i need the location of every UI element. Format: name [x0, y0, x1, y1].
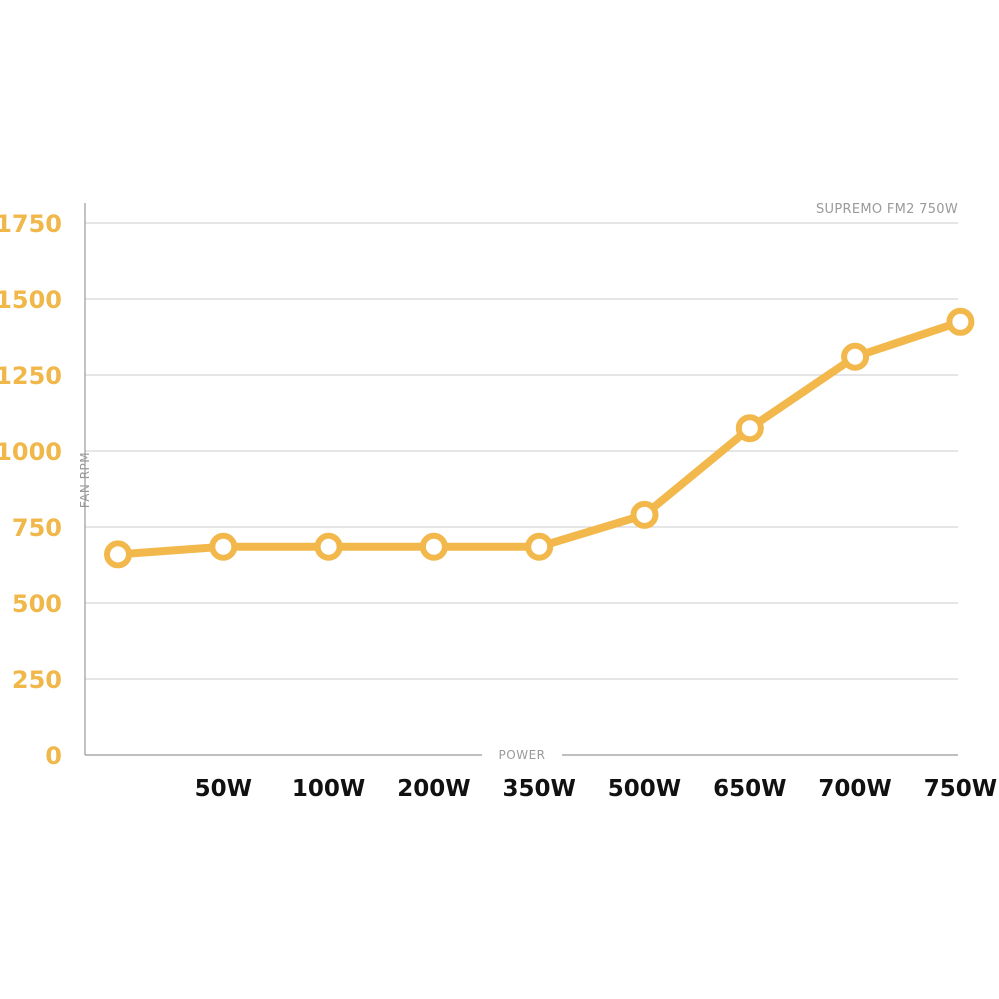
y-tick-label: 1250 — [0, 362, 62, 390]
x-tick-label: 500W — [608, 776, 681, 802]
axes — [84, 203, 958, 756]
x-tick-labels: 50W 100W 200W 350W 500W 650W 700W 750W — [195, 776, 997, 802]
series-group — [104, 307, 975, 569]
data-point — [104, 540, 132, 569]
y-tick-label: 1750 — [0, 210, 62, 238]
y-tick-labels: 0 250 500 750 1000 1250 1500 1750 — [0, 210, 62, 770]
data-point — [841, 342, 870, 371]
y-tick-label: 750 — [12, 514, 62, 542]
x-tick-label: 350W — [503, 776, 576, 802]
y-tick-label: 1000 — [0, 438, 62, 466]
y-axis-label: FAN RPM — [78, 452, 92, 508]
data-point — [735, 414, 764, 443]
x-tick-label: 750W — [924, 776, 997, 802]
x-tick-label: 700W — [818, 776, 891, 802]
y-tick-label: 250 — [12, 666, 62, 694]
x-tick-label: 200W — [397, 776, 470, 802]
data-point — [630, 500, 659, 529]
series-line — [114, 317, 965, 559]
y-tick-label: 1500 — [0, 286, 62, 314]
data-point — [525, 532, 554, 561]
x-axis-label: POWER — [499, 748, 546, 762]
data-point — [419, 532, 448, 561]
y-tick-label: 500 — [12, 590, 62, 618]
y-tick-label: 0 — [45, 742, 62, 770]
data-point — [314, 532, 343, 561]
gridlines — [85, 222, 958, 680]
x-tick-label: 50W — [195, 776, 252, 802]
data-point — [946, 307, 975, 336]
x-tick-label: 650W — [713, 776, 786, 802]
x-tick-label: 100W — [292, 776, 365, 802]
chart-subtitle: SUPREMO FM2 750W — [816, 202, 958, 217]
data-point — [209, 532, 238, 561]
